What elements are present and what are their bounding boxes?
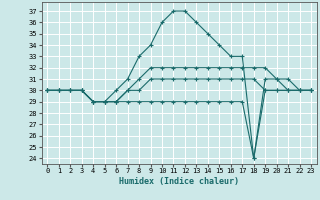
X-axis label: Humidex (Indice chaleur): Humidex (Indice chaleur) [119, 177, 239, 186]
